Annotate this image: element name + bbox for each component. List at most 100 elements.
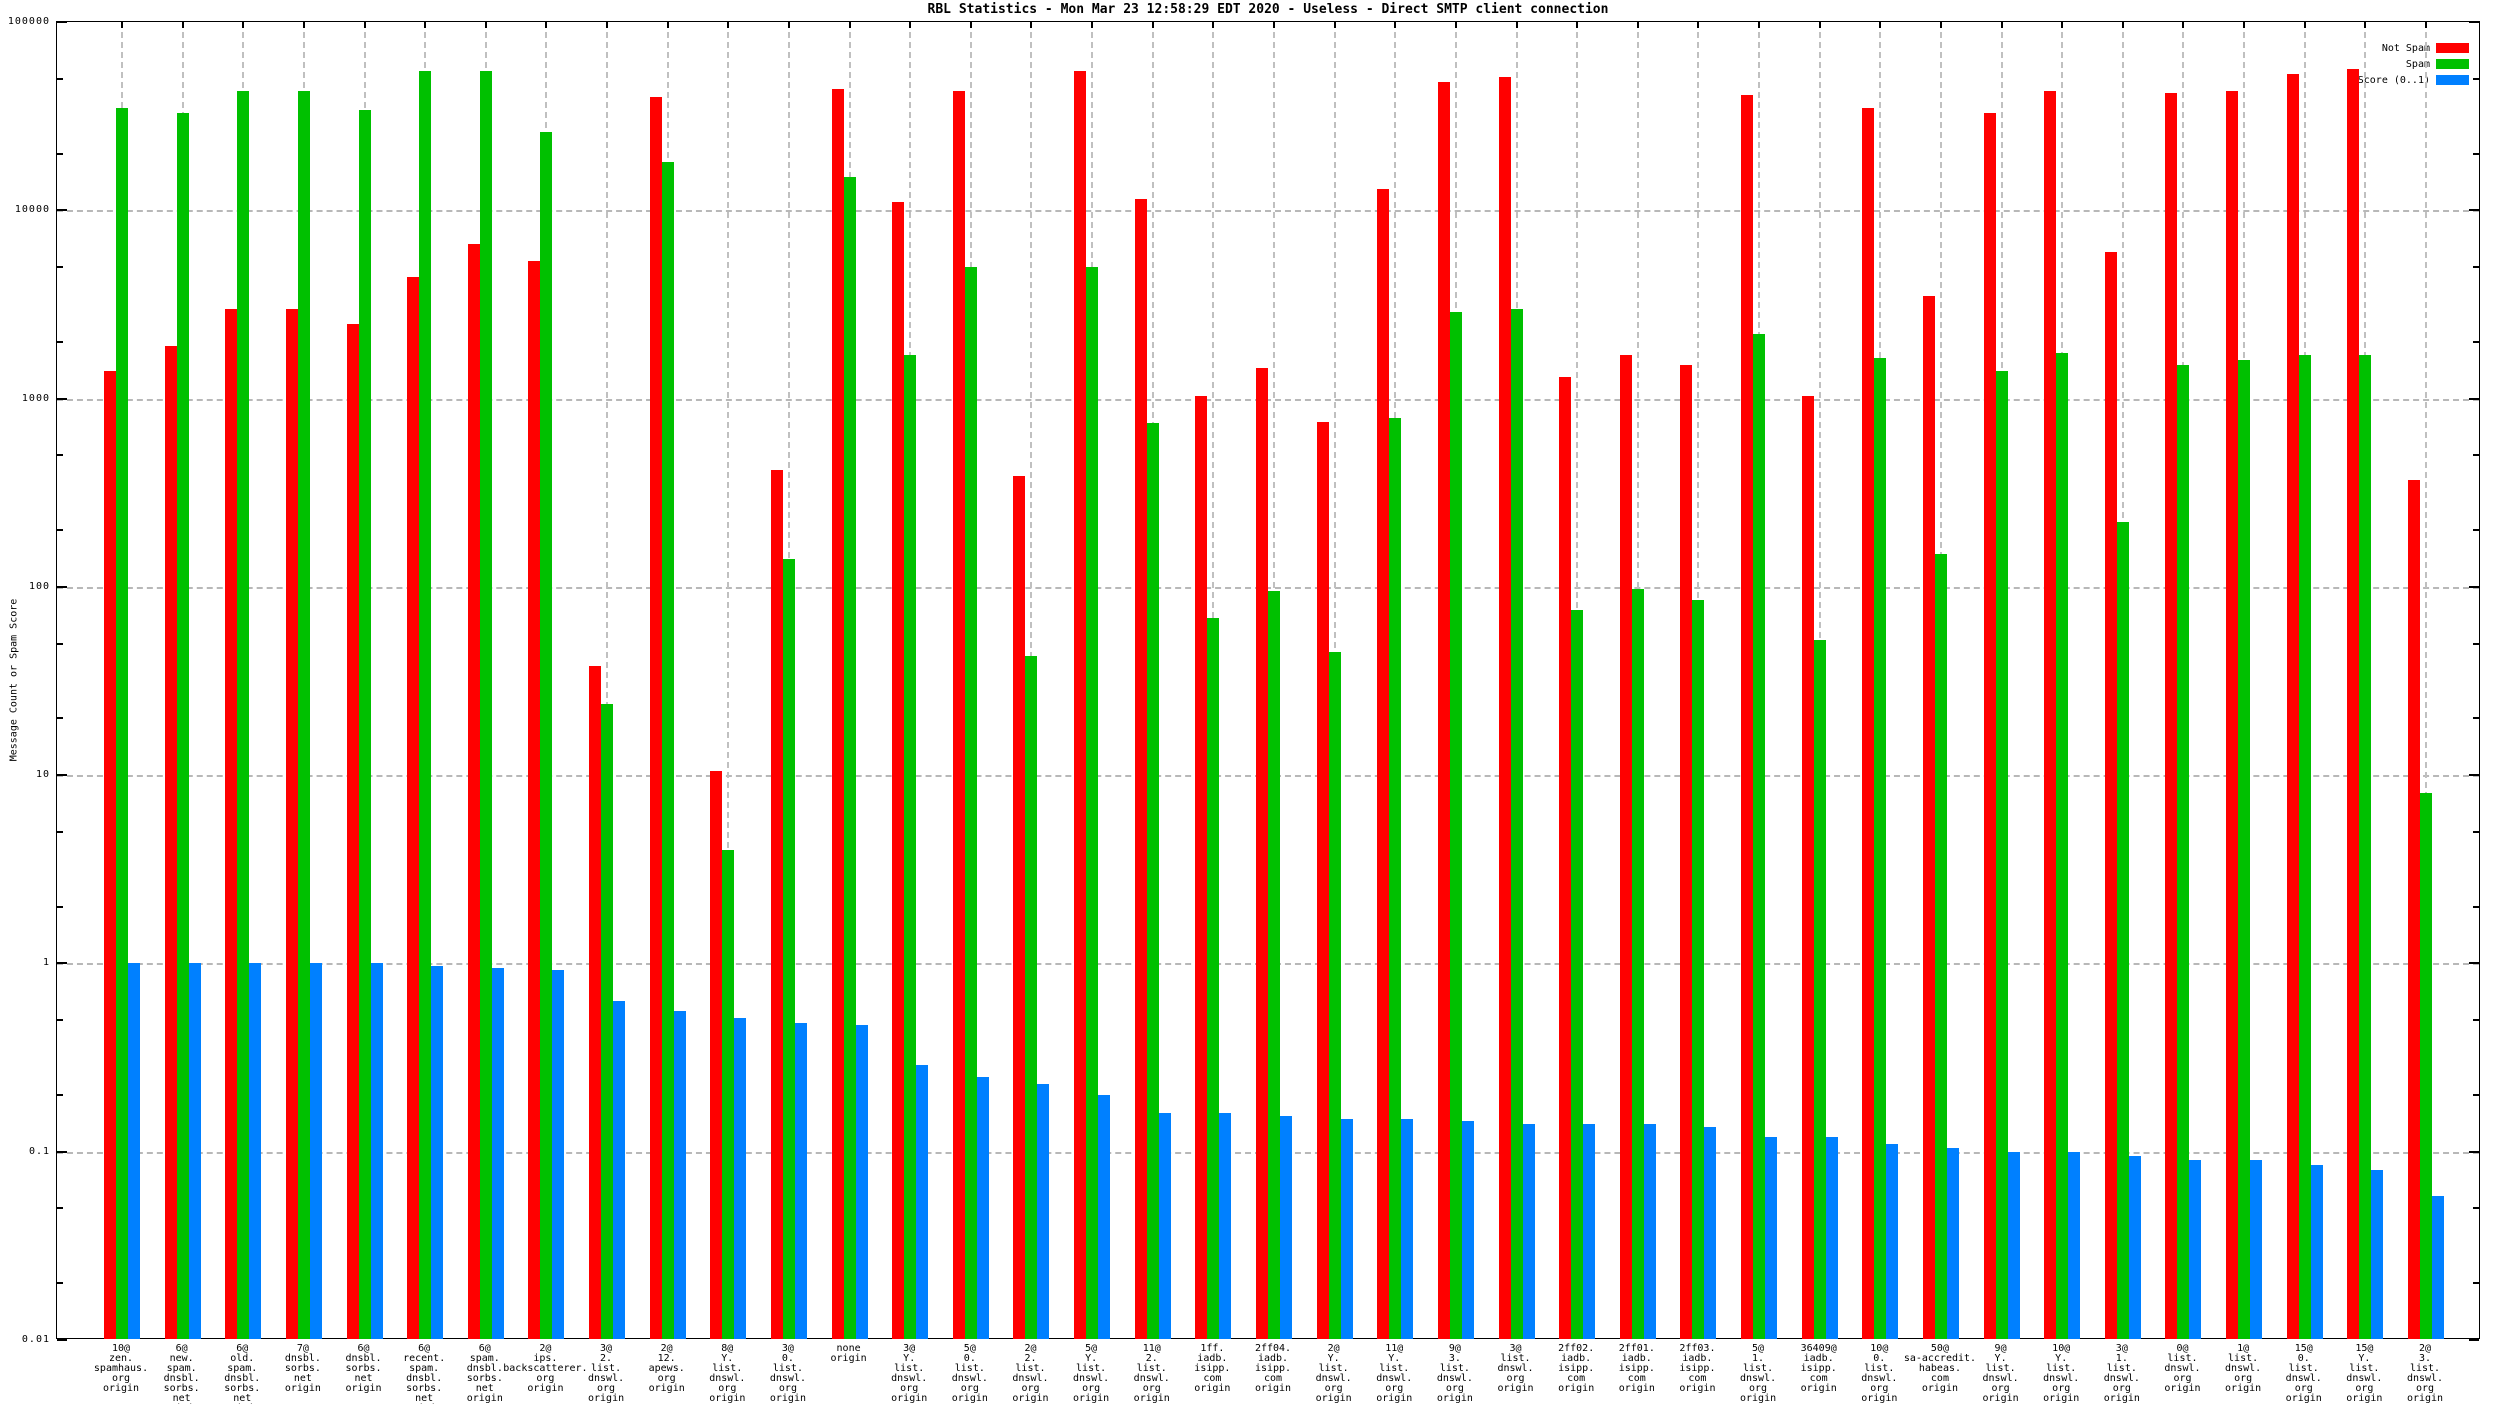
x-category-label-line: Y. bbox=[2055, 1353, 2068, 1364]
x-category-label: 2@ 12. apews. org origin bbox=[649, 1344, 685, 1394]
x-category-label-line: list. bbox=[1500, 1353, 1531, 1364]
bar-not-spam bbox=[104, 371, 116, 1339]
x-category-label-line: list. bbox=[2409, 1363, 2441, 1374]
bar-score-0-1- bbox=[1583, 1124, 1596, 1339]
x-category-label-line: 3. bbox=[1448, 1353, 1461, 1364]
x-category-label-line: dnswl. bbox=[1315, 1373, 1352, 1384]
x-category-label-line: origin bbox=[466, 1393, 503, 1404]
x-category-label-line: 8@ bbox=[721, 1343, 734, 1354]
x-category-label-line: list. bbox=[1379, 1363, 1410, 1374]
bar-spam bbox=[1510, 308, 1523, 1339]
bar-not-spam bbox=[2104, 252, 2117, 1339]
x-category-label-line: origin bbox=[1497, 1383, 1534, 1394]
x-category-label-line: net bbox=[475, 1383, 494, 1394]
bar-score-0-1- bbox=[2189, 1160, 2202, 1339]
x-category-label-line: 50@ bbox=[1930, 1343, 1949, 1354]
y-minor-tick bbox=[57, 830, 63, 833]
x-category-label: 10@ zen. spamhaus. org origin bbox=[94, 1344, 148, 1394]
x-category-label-line: 1ff. bbox=[1200, 1343, 1225, 1354]
x-category-label-line: dnsbl. bbox=[345, 1353, 382, 1364]
x-category-label-line: list. bbox=[1864, 1363, 1895, 1374]
x-tick bbox=[484, 22, 487, 28]
bar-score-0-1- bbox=[1461, 1121, 1474, 1339]
x-category-label-line: origin bbox=[345, 1383, 382, 1394]
bar-not-spam bbox=[2226, 91, 2239, 1339]
bar-score-0-1- bbox=[794, 1023, 807, 1339]
bar-score-0-1- bbox=[1825, 1136, 1838, 1339]
x-category-label-line: list. bbox=[2228, 1353, 2259, 1364]
x-category-label-line: 2. bbox=[600, 1353, 613, 1364]
y-major-tick bbox=[57, 1150, 67, 1153]
x-category-label-line: Y. bbox=[1327, 1353, 1340, 1364]
x-category-label-line: net bbox=[354, 1373, 373, 1384]
x-category-label-line: isipp. bbox=[1558, 1363, 1595, 1374]
x-gridline bbox=[606, 22, 609, 1338]
x-category-label-line: spam. bbox=[166, 1363, 197, 1374]
x-category-label-line: list. bbox=[1015, 1363, 1046, 1374]
bar-not-spam bbox=[1437, 82, 1450, 1339]
x-category-label: 2@ Y. list. dnswl. org origin bbox=[1316, 1344, 1352, 1404]
x-tick bbox=[302, 22, 305, 28]
x-category-label-line: 36409@ bbox=[1800, 1343, 1837, 1354]
x-category-label-line: 2ff02. bbox=[1558, 1343, 1595, 1354]
x-category-label-line: 6@ bbox=[357, 1343, 370, 1354]
x-category-label: 9@ 3. list. dnswl. org origin bbox=[1437, 1344, 1473, 1404]
x-category-label-line: origin bbox=[1921, 1383, 1958, 1394]
bar-spam bbox=[1449, 311, 1462, 1339]
x-category-label-line: origin bbox=[2164, 1383, 2201, 1394]
x-category-label-line: dnswl. bbox=[2103, 1373, 2140, 1384]
x-tick bbox=[1333, 22, 1336, 28]
x-category-label: 6@ spam. dnsbl. sorbs. net origin bbox=[467, 1344, 503, 1404]
x-category-label-line: origin bbox=[1982, 1393, 2019, 1404]
legend-label: Not Spam bbox=[2381, 42, 2430, 54]
x-tick bbox=[727, 22, 730, 28]
x-category-label-line: origin bbox=[1315, 1393, 1352, 1404]
bar-not-spam bbox=[1195, 396, 1208, 1339]
x-category-label-line: iadb. bbox=[1561, 1353, 1592, 1364]
y-major-tick bbox=[2469, 774, 2479, 777]
x-category-label-line: new. bbox=[169, 1353, 194, 1364]
x-tick bbox=[1758, 22, 1761, 28]
x-category-label-line: dnsbl. bbox=[406, 1373, 443, 1384]
y-minor-tick bbox=[2473, 717, 2479, 720]
y-minor-tick bbox=[57, 905, 63, 908]
x-category-label-line: spam. bbox=[469, 1353, 500, 1364]
x-category-label-line: 5@ bbox=[963, 1343, 976, 1354]
x-category-label-line: org bbox=[718, 1383, 737, 1394]
bar-spam bbox=[176, 112, 189, 1339]
x-gridline bbox=[727, 22, 730, 1338]
x-category-label-line: dnsbl. bbox=[224, 1373, 261, 1384]
x-category-label-line: 3. bbox=[2418, 1353, 2432, 1364]
x-tick bbox=[1636, 22, 1639, 28]
x-category-label-line: org bbox=[1445, 1383, 1464, 1394]
x-category-label-line: list. bbox=[590, 1363, 622, 1374]
x-category-label-line: org bbox=[1324, 1383, 1343, 1394]
x-category-label-line: origin bbox=[2346, 1393, 2383, 1404]
legend-swatch bbox=[2436, 59, 2469, 69]
x-category-label: 8@ Y. list. dnswl. org origin bbox=[709, 1344, 745, 1404]
x-category-label-line: 0. bbox=[963, 1353, 976, 1364]
bar-spam bbox=[661, 162, 674, 1339]
y-major-tick bbox=[2469, 585, 2479, 588]
y-minor-tick bbox=[57, 265, 63, 268]
bar-not-spam bbox=[831, 89, 844, 1339]
x-tick bbox=[1939, 22, 1942, 28]
bar-not-spam bbox=[710, 771, 723, 1339]
x-tick bbox=[848, 22, 851, 28]
plot-area: Not Spam Spam Score (0..1) bbox=[56, 21, 2480, 1341]
y-minor-tick bbox=[57, 1282, 63, 1285]
y-major-tick bbox=[2469, 1339, 2479, 1341]
x-category-label-line: org bbox=[2415, 1383, 2435, 1394]
x-category-label-line: isipp. bbox=[1254, 1363, 1292, 1374]
x-category-label-line: org bbox=[1142, 1383, 1161, 1394]
x-category-label-line: list. bbox=[2106, 1363, 2137, 1374]
x-category-label-line: isipp. bbox=[1679, 1363, 1716, 1374]
bar-spam bbox=[1995, 371, 2008, 1339]
bar-score-0-1- bbox=[431, 965, 444, 1339]
x-category-label-line: 6@ bbox=[478, 1343, 491, 1354]
x-category-label-line: org bbox=[2112, 1383, 2131, 1394]
x-category-label-line: origin bbox=[1194, 1383, 1231, 1394]
x-category-label-line: dnswl. bbox=[1739, 1373, 1777, 1384]
x-category-label-line: dnswl. bbox=[951, 1373, 988, 1384]
